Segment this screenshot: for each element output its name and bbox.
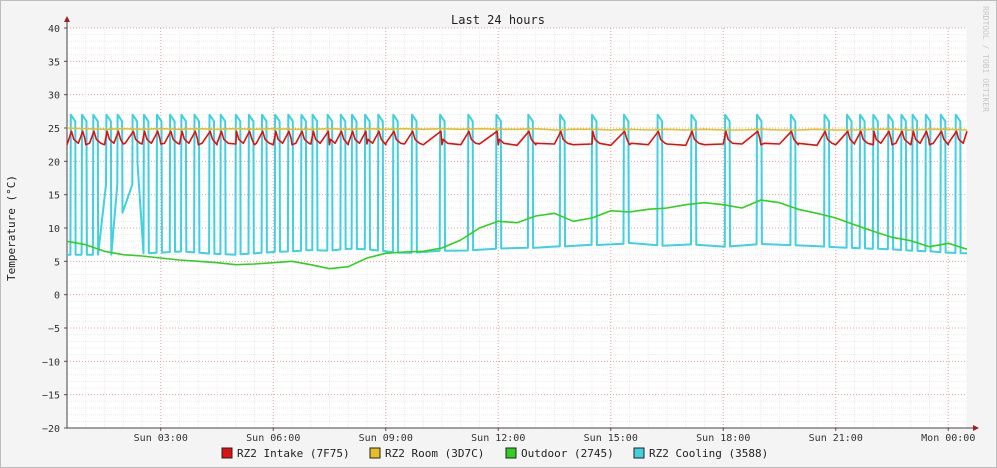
legend-label: RZ2 Room (3D7C) xyxy=(385,447,484,460)
x-axis-arrow xyxy=(973,425,979,431)
y-axis-label: Temperature (°C) xyxy=(5,175,18,281)
watermark: RRDTOOL / TOBI OETIKER xyxy=(981,6,990,112)
legend-swatch xyxy=(505,447,517,459)
x-tick-label: Sun 21:00 xyxy=(809,433,863,444)
grid xyxy=(66,27,968,429)
x-tick-label: Sun 12:00 xyxy=(471,433,525,444)
y-tick-label: 25 xyxy=(48,124,60,135)
y-tick-label: 20 xyxy=(48,157,60,168)
x-tick-label: Sun 15:00 xyxy=(584,433,638,444)
y-tick-label: 35 xyxy=(48,57,60,68)
y-tick-label: 10 xyxy=(48,224,60,235)
y-tick-label: 5 xyxy=(54,257,60,268)
y-tick-label: 0 xyxy=(54,291,60,302)
axes xyxy=(64,16,979,431)
x-tick-label: Sun 09:00 xyxy=(359,433,413,444)
legend-label: RZ2 Cooling (3588) xyxy=(649,447,768,460)
x-tick-label: Sun 18:00 xyxy=(696,433,750,444)
y-tick-label: −20 xyxy=(42,424,60,435)
legend-label: RZ2 Intake (7F75) xyxy=(237,447,350,460)
y-tick-label: −5 xyxy=(48,324,60,335)
y-tick-label: 15 xyxy=(48,191,60,202)
x-tick-label: Sun 03:00 xyxy=(134,433,188,444)
x-tick-label: Sun 06:00 xyxy=(246,433,300,444)
series-line xyxy=(66,199,968,270)
legend-swatch xyxy=(221,447,233,459)
legend: RZ2 Intake (7F75) RZ2 Room (3D7C) Outdoor … xyxy=(221,447,768,460)
y-tick-label: −10 xyxy=(42,357,60,368)
series-line xyxy=(66,130,968,147)
legend-label: Outdoor (2745) xyxy=(521,447,614,460)
x-tick-label: Mon 00:00 xyxy=(921,433,975,444)
y-axis-arrow xyxy=(64,16,70,22)
y-tick-label: −15 xyxy=(42,391,60,402)
series-line xyxy=(67,113,968,256)
series-line xyxy=(66,127,968,131)
chart-title: Last 24 hours xyxy=(451,13,545,27)
y-tick-label: 40 xyxy=(48,24,60,35)
series-lines xyxy=(66,113,968,270)
legend-swatch xyxy=(369,447,381,459)
y-tick-label: 30 xyxy=(48,91,60,102)
tick-labels: 40 35 30 25 20 15 10 5 0 −5 −10 −15 −20 Sun 03:00 Sun … xyxy=(42,24,975,444)
legend-swatch xyxy=(633,447,645,459)
